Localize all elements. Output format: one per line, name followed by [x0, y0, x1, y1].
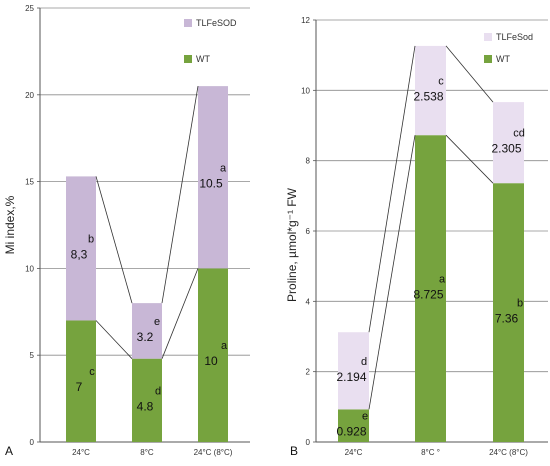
bar-wt: [66, 320, 96, 442]
significance-letter: d: [155, 385, 161, 397]
y-tick-label: 10: [25, 264, 34, 273]
y-tick-label: 10: [301, 86, 310, 95]
x-tick-label: 8°C: [140, 448, 154, 457]
legend-label: WT: [496, 54, 510, 64]
y-tick-label: 25: [25, 4, 34, 13]
significance-letter: cd: [513, 128, 525, 140]
significance-letter: c: [438, 76, 444, 88]
y-axis-title: Proline, µmol*g⁻¹ FW: [285, 187, 299, 302]
y-tick-label: 8: [306, 157, 311, 166]
connector-line: [161, 86, 199, 304]
bar-tlfesod: [493, 102, 524, 184]
y-tick-label: 4: [306, 297, 311, 306]
panel-label: A: [5, 444, 13, 458]
data-label: 7.36: [495, 312, 519, 326]
legend-swatch-wt: [184, 55, 192, 63]
connector-line: [161, 268, 199, 359]
legend-swatch-wt: [484, 55, 492, 63]
legend-swatch-tlfesod: [484, 33, 492, 41]
bar-tlfesod: [198, 86, 228, 269]
bar-wt: [415, 135, 446, 442]
legend-label: TLFeSod: [496, 32, 533, 42]
bar-wt: [338, 409, 369, 442]
y-tick-label: 0: [30, 438, 35, 447]
legend-label: WT: [196, 54, 210, 64]
bar-wt: [493, 183, 524, 442]
legend-swatch-tlfesod: [184, 19, 192, 27]
connector-line: [368, 45, 416, 333]
significance-letter: c: [89, 366, 95, 378]
x-tick-label: 8°C °: [421, 448, 440, 457]
y-tick-label: 20: [25, 91, 34, 100]
connector-line: [95, 320, 133, 359]
bar-wt: [132, 358, 162, 442]
data-label: 2.538: [413, 90, 443, 104]
panel-label: B: [290, 444, 298, 458]
panel-b-chart: 0 2 4 6 8 10 12 Proline, µmol*g⁻¹ FW 24°C e 0.928 d…: [285, 16, 548, 458]
y-tick-label: 15: [25, 178, 34, 187]
y-tick-label: 6: [306, 227, 311, 236]
significance-letter: b: [88, 233, 94, 245]
x-tick-label: 24°C: [72, 448, 90, 457]
significance-letter: b: [517, 298, 523, 310]
y-tick-label: 12: [301, 16, 310, 25]
data-label: 2.305: [491, 142, 521, 156]
data-label: 7: [76, 380, 83, 394]
bar-tlfesod: [66, 176, 96, 321]
bar-wt: [198, 268, 228, 442]
connector-line: [368, 135, 416, 410]
significance-letter: a: [221, 340, 228, 352]
panel-a-chart: 0 5 10 15 20 25 Mi index,% 24°C c7 b8,3 8°C d4.8 e3.…: [3, 4, 250, 458]
connector-line: [95, 176, 133, 304]
data-label: 8.725: [413, 288, 443, 302]
data-label: 10: [204, 354, 218, 368]
data-label: 0.928: [336, 425, 366, 439]
bar-tlfesod: [415, 45, 446, 136]
data-label: 4.8: [137, 399, 154, 413]
significance-letter: e: [362, 411, 368, 423]
bar-tlfesod: [338, 332, 369, 410]
significance-letter: a: [439, 274, 446, 286]
x-tick-label: 24°C (8°C): [194, 448, 233, 457]
data-label: 8,3: [71, 247, 88, 261]
significance-letter: a: [220, 162, 227, 174]
data-label: 10.5: [199, 176, 223, 190]
data-label: 3.2: [137, 330, 154, 344]
x-tick-label: 24°C: [345, 448, 363, 457]
y-tick-label: 0: [306, 438, 311, 447]
data-label: 2.194: [336, 370, 366, 384]
significance-letter: d: [361, 356, 367, 368]
connector-line: [445, 45, 494, 103]
connector-line: [445, 134, 494, 184]
y-tick-label: 2: [306, 368, 311, 377]
bar-tlfesod: [132, 303, 162, 359]
y-axis-title: Mi index,%: [3, 195, 17, 254]
y-tick-label: 5: [30, 351, 35, 360]
x-tick-label: 24°C (8°C): [489, 448, 528, 457]
significance-letter: e: [154, 316, 160, 328]
legend-label: TLFeSOD: [196, 18, 237, 28]
